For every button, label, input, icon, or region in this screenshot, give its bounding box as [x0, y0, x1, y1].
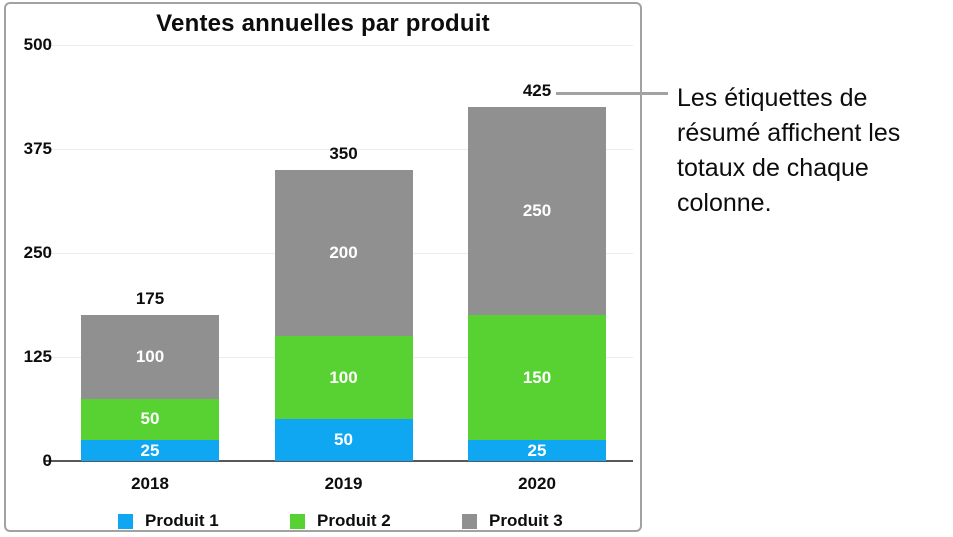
x-axis-line — [45, 460, 633, 462]
legend-swatch — [462, 513, 477, 529]
callout-text: Les étiquettes de résumé affichent les t… — [677, 84, 901, 217]
bar-segment: 250 — [468, 107, 606, 316]
y-axis-tick-label: 375 — [23, 139, 52, 158]
legend-label: Produit 3 — [489, 511, 563, 530]
legend-item: Produit 2 — [290, 511, 391, 531]
gridline — [45, 45, 633, 46]
bar-segment: 50 — [81, 398, 219, 441]
bar-segment-label: 25 — [527, 440, 547, 460]
chart-title: Ventes annuelles par produit — [156, 10, 490, 37]
legend-item: Produit 1 — [118, 511, 219, 531]
x-axis-category-label: 2019 — [324, 474, 363, 493]
y-axis-tick-label: 250 — [23, 243, 52, 262]
callout-leader-line — [556, 92, 668, 95]
bar-segment: 200 — [274, 169, 413, 337]
bar-total-label: 175 — [135, 289, 165, 309]
bar-segment-label: 25 — [140, 440, 160, 460]
legend-label: Produit 2 — [317, 511, 391, 530]
bar-segment: 100 — [274, 336, 413, 420]
bar-segment-label: 50 — [140, 409, 160, 429]
y-axis-tick-label: 500 — [23, 35, 52, 54]
legend-label: Produit 1 — [145, 511, 219, 530]
bar-segment: 100 — [81, 315, 219, 399]
bar-segment: 25 — [468, 440, 606, 461]
bar-total-label: 350 — [329, 143, 358, 163]
bar-segment-label: 100 — [329, 367, 358, 387]
bar-segment: 50 — [274, 419, 413, 461]
x-axis-category-label: 2020 — [518, 474, 556, 493]
legend-item: Produit 3 — [462, 511, 563, 531]
bar-segment-label: 50 — [334, 430, 353, 450]
bar-segment: 150 — [468, 315, 606, 441]
x-axis-category-label: 2018 — [131, 474, 169, 493]
gridline — [45, 149, 633, 150]
bar-segment: 25 — [81, 440, 219, 461]
bar-segment-label: 200 — [329, 242, 358, 262]
legend-swatch — [118, 513, 133, 529]
bar-segment-label: 150 — [522, 367, 552, 387]
bar-total-label: 425 — [522, 81, 552, 101]
legend-swatch — [290, 513, 305, 529]
y-axis-tick-label: 0 — [42, 451, 52, 470]
y-axis-tick-label: 125 — [23, 347, 52, 366]
bar-segment-label: 100 — [135, 346, 165, 366]
bar-segment-label: 250 — [522, 201, 552, 221]
